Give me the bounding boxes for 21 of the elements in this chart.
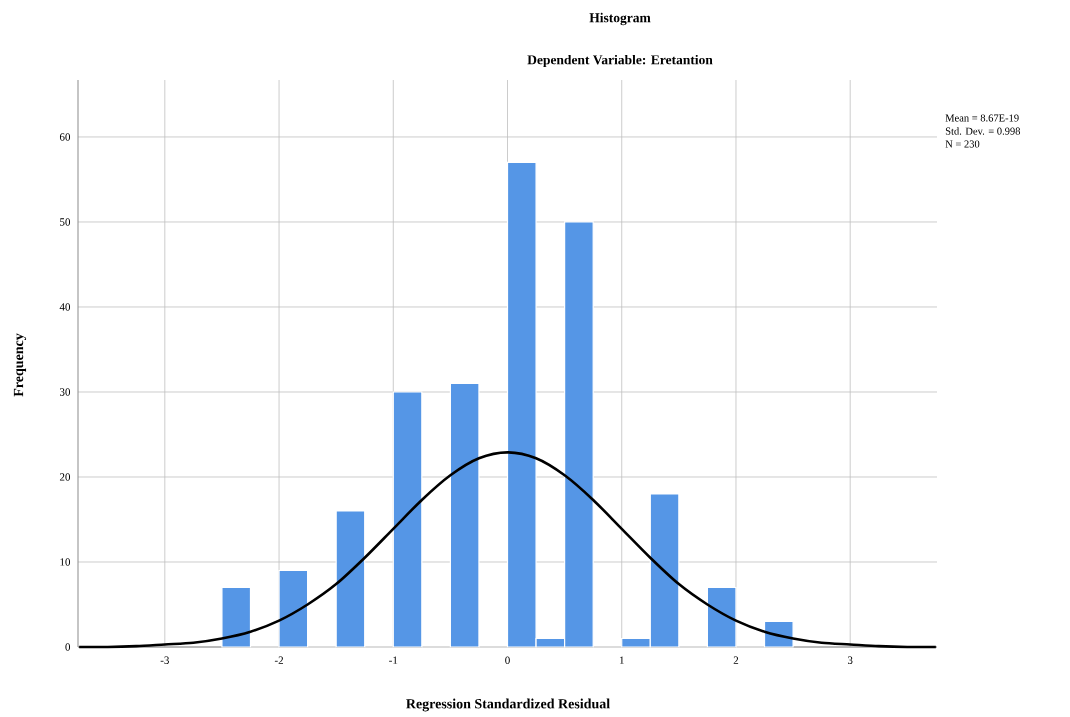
y-tick-label: 40 <box>59 303 71 311</box>
x-tick-label: -1 <box>389 656 398 664</box>
x-tick-label: -3 <box>160 656 169 664</box>
chart-subtitle: Dependent Variable: Eretantion <box>527 54 713 68</box>
text: Mean = 8.67E-19 <box>945 114 1019 122</box>
y-tick-label: 30 <box>60 388 71 396</box>
x-tick-label: 2 <box>733 656 739 664</box>
x-axis-title: Regression Standardized Residual <box>406 698 610 712</box>
x-tick-label: 3 <box>847 656 853 664</box>
chart-title: Histogram <box>589 12 651 26</box>
y-tick-label: 50 <box>60 218 71 226</box>
y-tick-label: 10 <box>60 558 71 566</box>
x-tick-label: 1 <box>619 656 624 664</box>
y-tick-label: 0 <box>65 643 71 651</box>
x-tick-label: -2 <box>274 656 284 664</box>
y-tick-label: 20 <box>59 473 71 481</box>
x-tick-label: 0 <box>505 656 510 664</box>
text: N = 230 <box>945 140 980 148</box>
y-tick-label: 60 <box>59 133 71 141</box>
text: Std. Dev. = 0.998 <box>945 127 1021 135</box>
y-axis-title: Frequency <box>13 333 27 397</box>
